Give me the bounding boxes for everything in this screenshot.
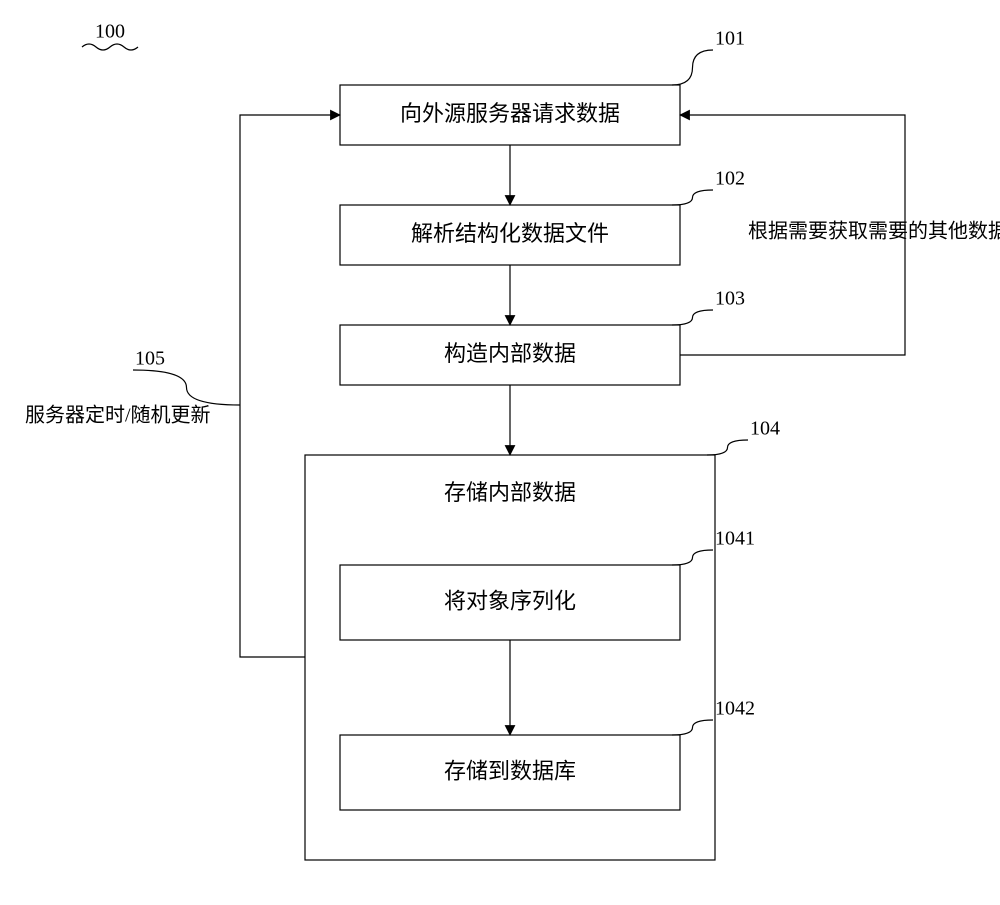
ref-label: 104: [750, 418, 780, 440]
leader-line: [133, 370, 240, 405]
leader-line: [672, 50, 713, 85]
node-label: 解析结构化数据文件: [411, 221, 609, 246]
flowchart-canvas: 100 向外源服务器请求数据解析结构化数据文件构造内部数据存储内部数据将对象序列化…: [0, 0, 1000, 905]
node-title: 存储内部数据: [444, 480, 576, 505]
leader-line: [707, 440, 748, 455]
node-label: 构造内部数据: [444, 341, 576, 366]
ref-label: 1041: [715, 528, 755, 550]
node-label: 存储到数据库: [444, 759, 576, 784]
ref-label: 102: [715, 168, 745, 190]
leader-line: [672, 310, 713, 325]
figure-number: 100: [95, 21, 125, 43]
ref-label: 101: [715, 28, 745, 50]
node-label: 将对象序列化: [444, 589, 576, 614]
ref-label: 103: [715, 288, 745, 310]
edge-label: 根据需要获取需要的其他数据: [748, 220, 1000, 243]
edge-label: 服务器定时/随机更新: [25, 404, 211, 427]
ref-label: 105: [135, 348, 165, 370]
figure-number-underline: [82, 44, 138, 50]
ref-label: 1042: [715, 698, 755, 720]
leader-line: [672, 190, 713, 205]
node-label: 向外源服务器请求数据: [400, 101, 620, 126]
